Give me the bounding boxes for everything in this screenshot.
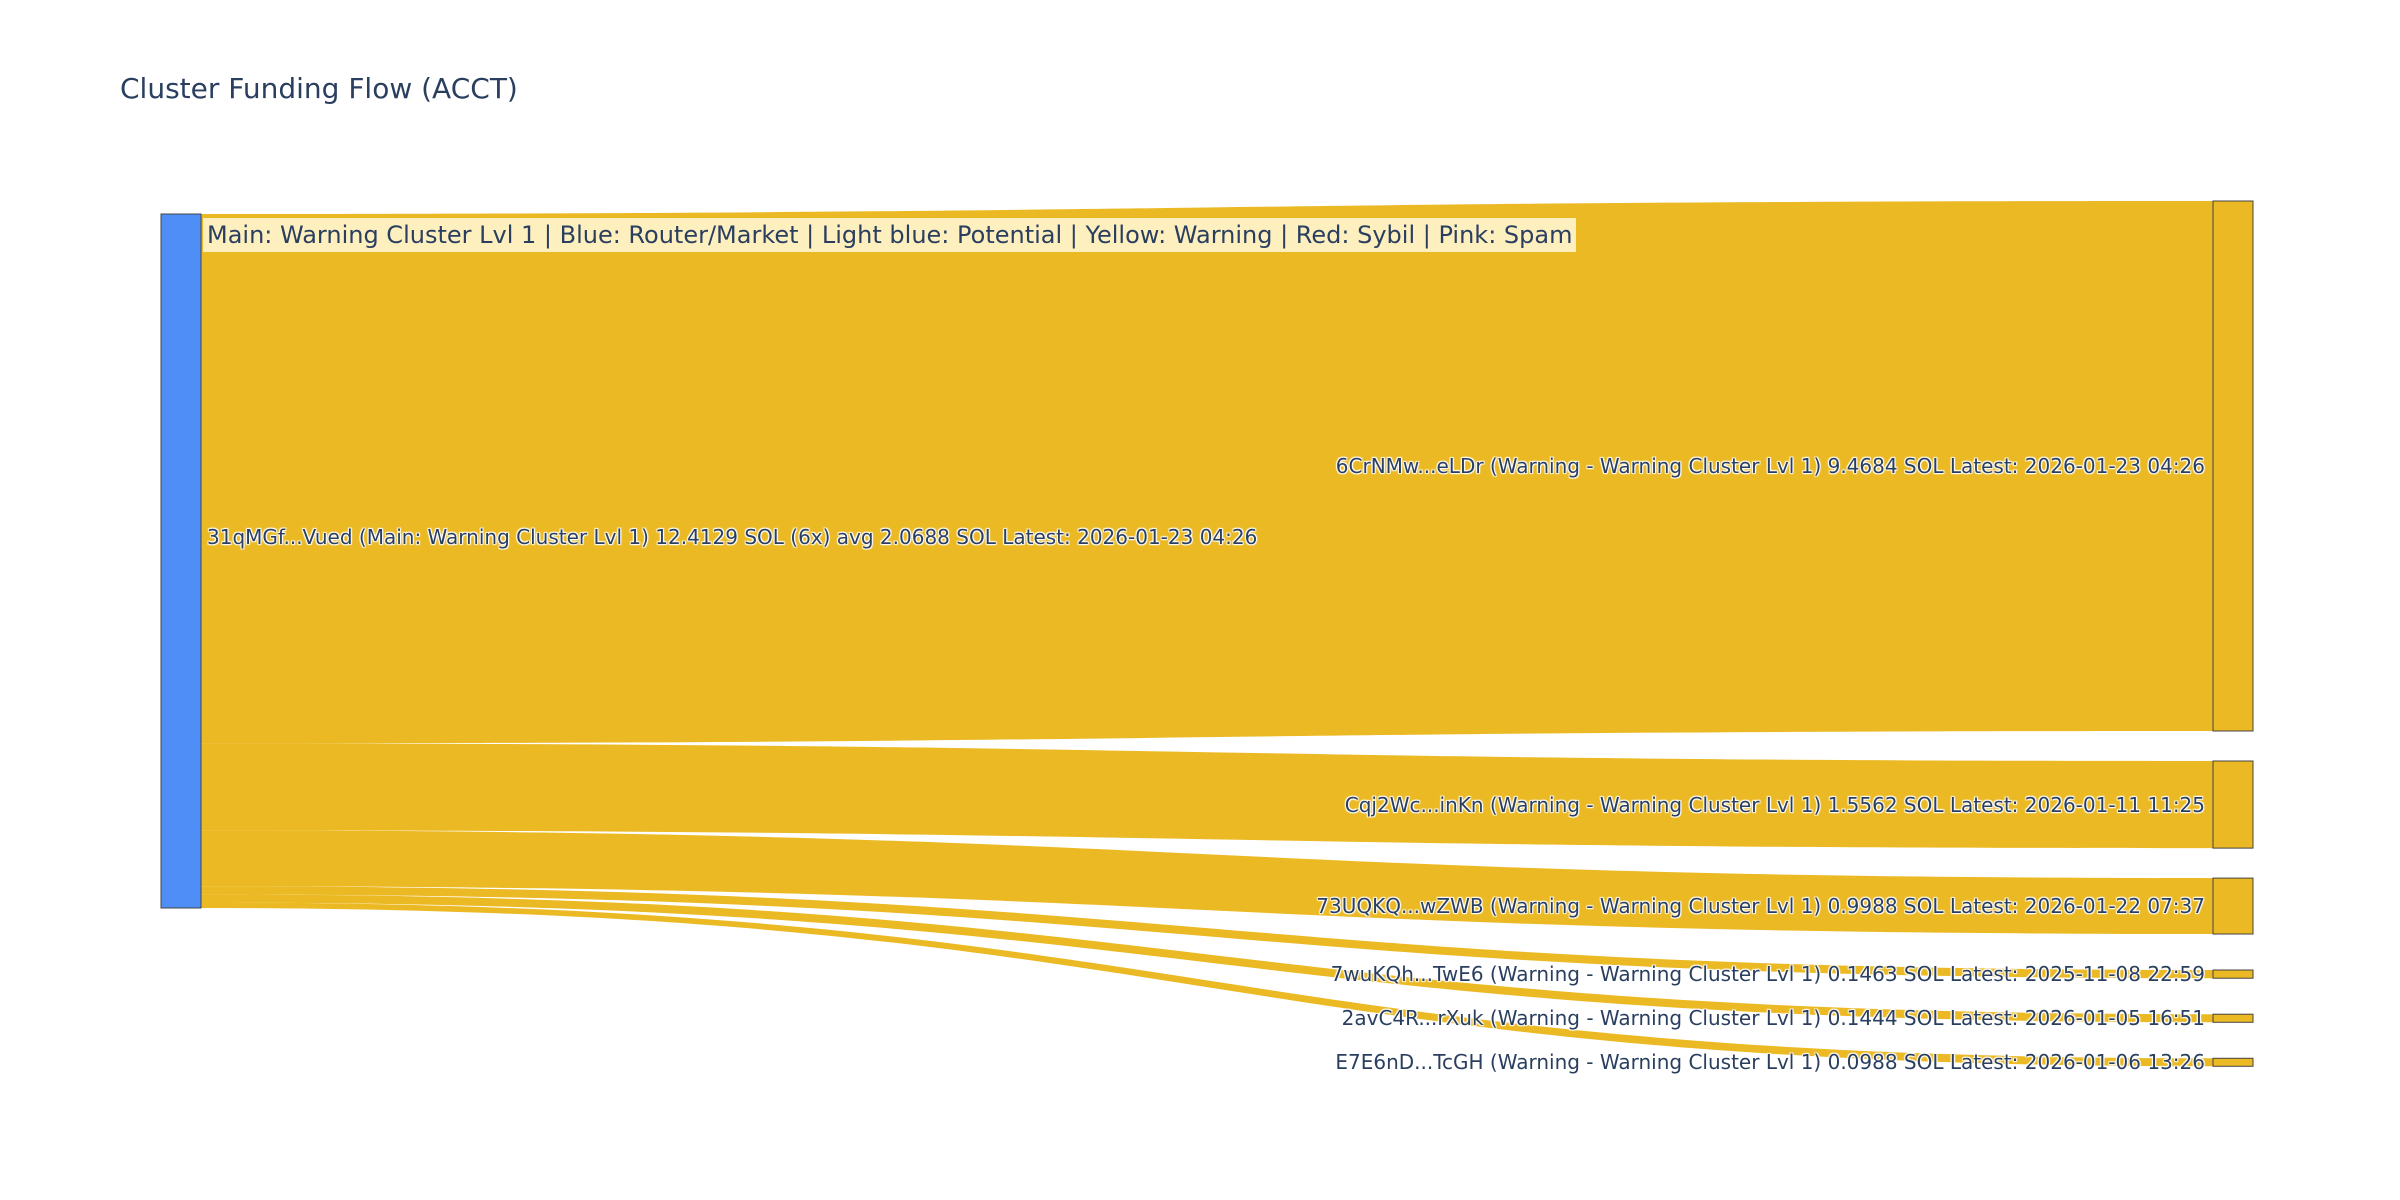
flow-link-4[interactable]: [201, 886, 2213, 979]
target-node-6[interactable]: [2212, 1057, 2254, 1067]
flow-link-2[interactable]: [201, 743, 2213, 849]
legend-annotation: Main: Warning Cluster Lvl 1 | Blue: Rout…: [203, 218, 1577, 252]
flow-link-5[interactable]: [201, 894, 2213, 1023]
target-label-2: Cqj2Wc...inKn (Warning - Warning Cluster…: [1344, 792, 2205, 817]
target-node-4[interactable]: [2212, 969, 2254, 979]
target-label-1: 6CrNMw...eLDr (Warning - Warning Cluster…: [1335, 454, 2205, 478]
source-node[interactable]: [160, 213, 202, 909]
sankey-links: [201, 201, 2213, 1067]
flow-link-3[interactable]: [201, 830, 2213, 935]
flow-link-1[interactable]: [201, 201, 2213, 744]
sankey-nodes: [160, 200, 2254, 1067]
target-node-1[interactable]: [2212, 200, 2254, 732]
target-label-4: 7wuKQh...TwE6 (Warning - Warning Cluster…: [1330, 962, 2205, 987]
target-node-2[interactable]: [2212, 760, 2254, 849]
target-label-3: 73UQKQ...wZWB (Warning - Warning Cluster…: [1316, 894, 2205, 919]
source-label: 31qMGf...Vued (Main: Warning Cluster Lvl…: [207, 525, 1258, 549]
target-node-5[interactable]: [2212, 1013, 2254, 1023]
target-label-5: 2avC4R...rXuk (Warning - Warning Cluster…: [1341, 1006, 2205, 1031]
target-node-3[interactable]: [2212, 877, 2254, 935]
chart-title: Cluster Funding Flow (ACCT): [120, 72, 518, 105]
target-label-6: E7E6nD...TcGH (Warning - Warning Cluster…: [1335, 1050, 2205, 1075]
flow-link-6[interactable]: [201, 902, 2213, 1067]
